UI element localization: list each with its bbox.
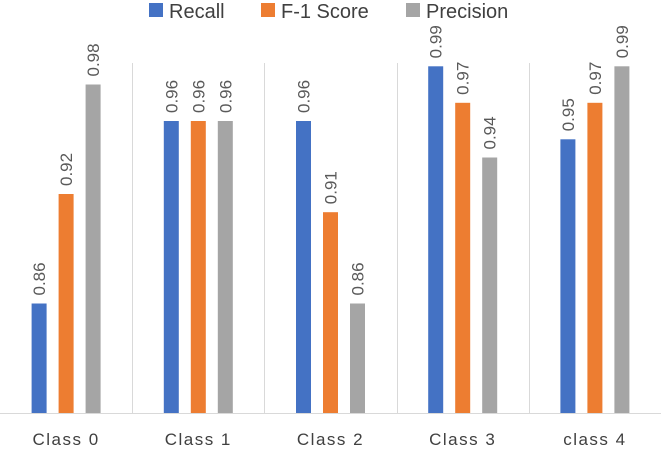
bar-4-1 (587, 102, 603, 414)
data-label-1-0: 0.96 (162, 80, 181, 113)
x-tick-label-1: Class 1 (165, 430, 232, 449)
data-label-0-0: 0.86 (30, 262, 49, 295)
bar-4-2 (614, 66, 630, 414)
legend-label-2: Precision (426, 1, 508, 23)
data-label-4-0: 0.95 (559, 98, 578, 131)
x-tick-label-2: Class 2 (297, 430, 364, 449)
bar-2-1 (323, 212, 338, 413)
legend-label-0: Recall (169, 1, 225, 23)
data-labels: 0.86 0.92 0.98 0.96 0.96 0.96 0.96 0.91 0.86 0.99… (30, 25, 632, 295)
legend-swatch-1 (261, 3, 275, 17)
bar-3-2 (482, 157, 498, 413)
data-label-3-2: 0.94 (481, 116, 500, 149)
data-label-4-2: 0.99 (613, 25, 632, 58)
bar-2-0 (296, 121, 311, 413)
bar-3-1 (455, 102, 471, 414)
data-label-3-0: 0.99 (427, 25, 446, 58)
bar-4-0 (560, 139, 576, 414)
x-tick-label-3: Class 3 (429, 430, 496, 449)
data-label-0-1: 0.92 (57, 153, 76, 186)
data-label-1-2: 0.96 (216, 80, 235, 113)
bar-1-1 (190, 121, 206, 413)
category-separators (132, 63, 530, 413)
bar-1-0 (163, 121, 179, 413)
x-axis-tick-labels: Class 0 Class 1 Class 2 Class 3 class 4 (33, 430, 626, 449)
bar-0-0 (31, 303, 47, 413)
data-label-0-2: 0.98 (84, 43, 103, 76)
bar-3-0 (428, 66, 444, 414)
x-tick-label-0: Class 0 (33, 430, 100, 449)
data-label-2-2: 0.86 (349, 262, 368, 295)
data-label-3-1: 0.97 (454, 62, 473, 95)
bar-0-1 (58, 194, 74, 413)
bar-2-2 (350, 303, 365, 413)
data-label-1-1: 0.96 (189, 80, 208, 113)
legend: Recall F-1 Score Precision (149, 1, 508, 23)
legend-swatch-0 (149, 3, 163, 17)
data-label-4-1: 0.97 (586, 62, 605, 95)
bars (31, 66, 630, 414)
bar-1-2 (217, 121, 233, 413)
legend-label-1: F-1 Score (281, 1, 369, 23)
data-label-2-1: 0.91 (322, 171, 341, 204)
data-label-2-0: 0.96 (295, 80, 314, 113)
bar-0-2 (85, 84, 101, 413)
x-tick-label-4: class 4 (563, 430, 626, 449)
legend-swatch-2 (406, 3, 420, 17)
